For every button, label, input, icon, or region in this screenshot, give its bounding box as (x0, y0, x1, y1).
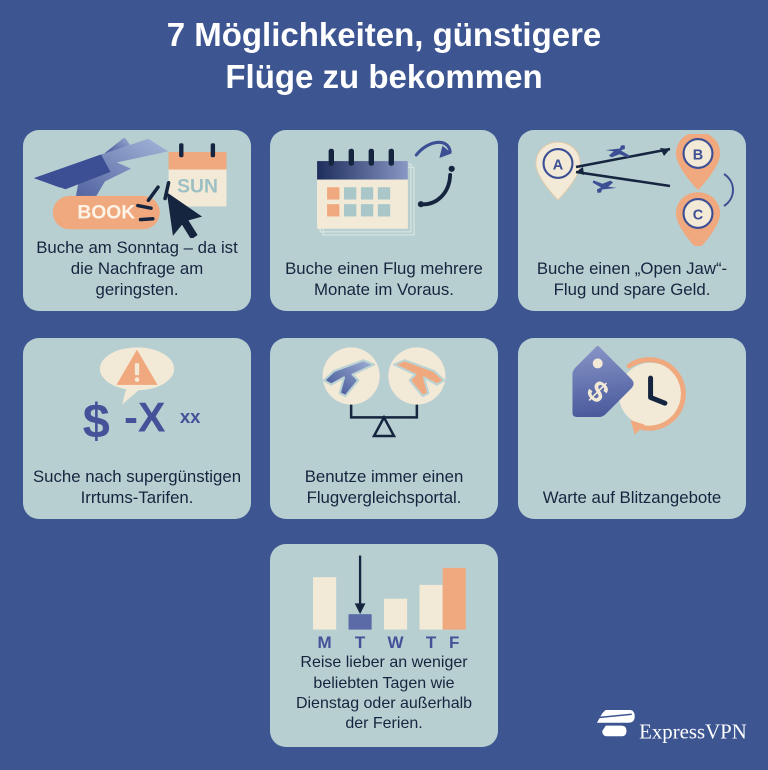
svg-text:W: W (388, 633, 404, 652)
svg-text:xx: xx (180, 406, 201, 427)
svg-text:T: T (355, 633, 366, 652)
svg-text:B: B (693, 147, 703, 163)
svg-text:ExpressVPN: ExpressVPN (639, 720, 747, 744)
svg-text:-X: -X (124, 395, 166, 441)
svg-text:C: C (693, 207, 704, 223)
svg-text:$: $ (83, 394, 110, 446)
svg-text:F: F (449, 633, 459, 652)
svg-text:BOOK: BOOK (77, 203, 135, 224)
svg-text:T: T (426, 633, 437, 652)
svg-text:A: A (553, 157, 564, 173)
svg-text:M: M (318, 633, 332, 652)
svg-text:SUN: SUN (177, 176, 218, 197)
